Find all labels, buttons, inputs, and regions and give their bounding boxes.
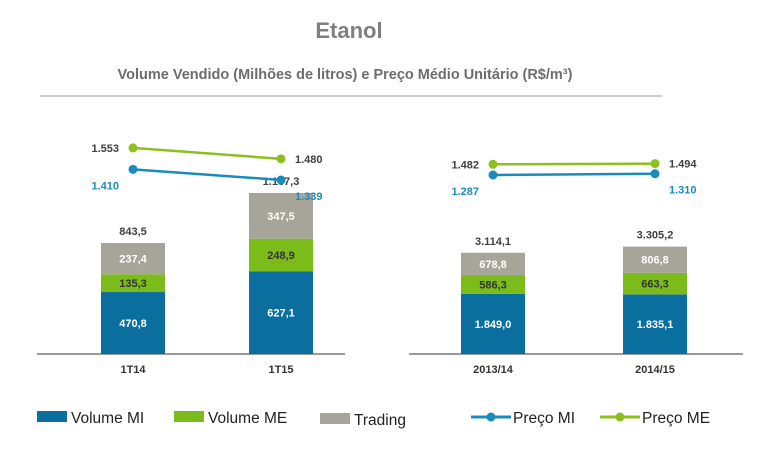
bar-trading-2 [623, 246, 687, 273]
total-label-1: 843,5 [119, 226, 147, 238]
bar-volume-me-1 [101, 274, 165, 293]
chart-subtitle: Volume Vendido (Milhões de litros) e Pre… [118, 67, 573, 83]
line-preco-mi [132, 168, 282, 182]
point-preco-mi-1 [128, 164, 138, 174]
legend-label: Volume MI [71, 410, 144, 427]
point-preco-mi-2 [650, 169, 660, 179]
legend-item-pre-o-me: Preço ME [600, 410, 710, 427]
line-preco-mi [492, 172, 656, 177]
label-preco-me-1: 1.553 [91, 143, 119, 155]
data-label-volume-me-2: 663,3 [641, 279, 669, 291]
bar-volume-me-2 [623, 272, 687, 295]
bar-volume-mi-1 [461, 293, 525, 354]
chart-legend: Volume MI Volume ME Trading Preço MI Preço M… [37, 410, 710, 429]
legend-label: Preço MI [513, 410, 575, 427]
label-preco-me-1: 1.482 [451, 159, 479, 171]
line-preco-me [492, 162, 656, 166]
legend-swatch [174, 411, 204, 422]
x-tick-label-2: 1T15 [268, 364, 293, 376]
data-label-trading-2: 806,8 [641, 255, 669, 267]
point-preco-mi-1 [488, 170, 498, 180]
point-preco-me-1 [128, 143, 138, 153]
legend-item-volume-mi: Volume MI [37, 410, 144, 427]
chart-panel-2: 1.849,0 586,3 678,8 3.114,1 2013/14 1.835,1 66… [409, 159, 743, 376]
total-label-1: 3.114,1 [475, 236, 511, 248]
data-label-trading-1: 237,4 [119, 254, 147, 266]
data-label-volume-mi-2: 627,1 [267, 308, 295, 320]
bar-volume-mi-1 [101, 292, 165, 354]
label-preco-me-2: 1.494 [669, 159, 697, 171]
bar-volume-me-1 [461, 274, 525, 294]
legend-item-volume-me: Volume ME [174, 410, 287, 427]
data-label-volume-me-2: 248,9 [267, 250, 295, 262]
label-preco-mi-2: 1.310 [669, 185, 697, 197]
data-label-volume-me-1: 586,3 [479, 279, 507, 291]
data-label-trading-2: 347,5 [267, 211, 295, 223]
legend-marker [486, 412, 496, 422]
point-preco-me-2 [650, 159, 660, 169]
point-preco-me-1 [488, 159, 498, 169]
point-preco-mi-2 [276, 175, 286, 185]
total-label-2: 3.305,2 [637, 230, 674, 242]
data-label-trading-1: 678,8 [479, 259, 507, 271]
x-tick-label-1: 2013/14 [473, 364, 514, 376]
label-preco-mi-1: 1.410 [91, 180, 119, 192]
data-label-volume-mi-2: 1.835,1 [637, 319, 674, 331]
bar-trading-2 [249, 192, 313, 239]
data-label-volume-mi-1: 470,8 [119, 318, 147, 330]
chart-panel-1: 470,8135,3237,4843,51T14627,1248,9347,51… [37, 143, 345, 376]
x-tick-label-2: 2014/15 [635, 364, 675, 376]
legend-item-pre-o-mi: Preço MI [471, 410, 575, 427]
bar-volume-mi-2 [249, 271, 313, 354]
label-preco-mi-1: 1.287 [451, 186, 479, 198]
label-preco-mi-2: 1.339 [295, 191, 323, 203]
legend-swatch [320, 413, 350, 424]
chart-panels: 470,8135,3237,4843,51T14627,1248,9347,51… [37, 143, 743, 376]
bar-trading-1 [101, 242, 165, 275]
legend-label: Preço ME [642, 410, 710, 427]
legend-label: Trading [354, 412, 406, 429]
bar-volume-me-2 [249, 238, 313, 272]
line-preco-me [132, 146, 282, 161]
point-preco-me-2 [276, 154, 286, 164]
chart-title: Etanol [315, 18, 382, 43]
legend-label: Volume ME [208, 410, 287, 427]
legend-marker [615, 412, 625, 422]
legend-item-trading: Trading [320, 412, 406, 429]
legend-swatch [37, 411, 67, 422]
data-label-volume-mi-1: 1.849,0 [475, 319, 512, 331]
bar-volume-mi-2 [623, 294, 687, 354]
data-label-volume-me-1: 135,3 [119, 278, 147, 290]
label-preco-me-2: 1.480 [295, 154, 323, 166]
x-tick-label-1: 1T14 [120, 364, 146, 376]
bar-trading-1 [461, 252, 525, 275]
